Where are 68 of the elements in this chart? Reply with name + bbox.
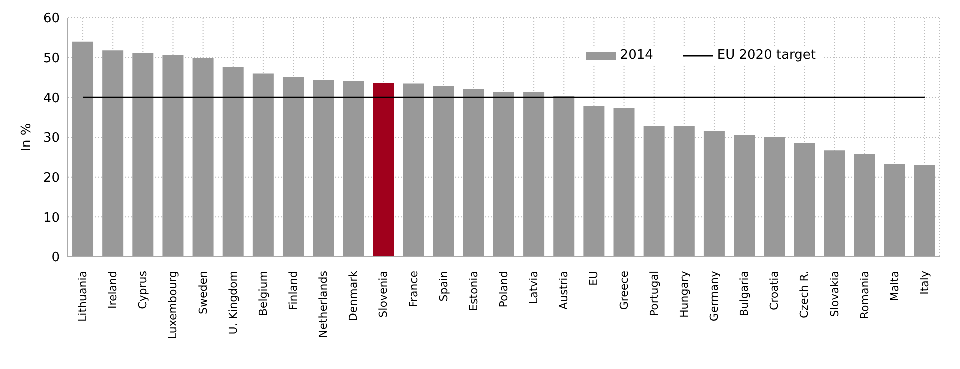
bar bbox=[192, 58, 214, 257]
x-tick-label: Malta bbox=[888, 271, 902, 302]
x-tick-label: Cyprus bbox=[136, 270, 150, 310]
x-tick-label: EU bbox=[588, 271, 601, 286]
bar bbox=[343, 81, 364, 257]
bar bbox=[282, 77, 304, 257]
x-tick-label: Latvia bbox=[528, 271, 541, 304]
x-tick-label: Belgium bbox=[256, 271, 270, 316]
bar bbox=[884, 164, 906, 257]
bar bbox=[102, 50, 124, 257]
x-tick-label: Slovakia bbox=[828, 271, 842, 318]
x-tick-label: U. Kingdom bbox=[226, 271, 240, 335]
x-tick-label: Portugal bbox=[648, 271, 661, 317]
bar bbox=[433, 86, 454, 257]
x-tick-label: Germany bbox=[708, 270, 721, 322]
x-tick-label: France bbox=[407, 270, 420, 308]
bar bbox=[403, 84, 424, 257]
y-tick-label: 30 bbox=[43, 131, 60, 146]
x-tick-label: Greece bbox=[618, 270, 631, 310]
bar bbox=[824, 150, 846, 257]
bar bbox=[614, 108, 635, 257]
y-tick-label: 10 bbox=[43, 210, 60, 226]
legend-label: EU 2020 target bbox=[716, 48, 816, 63]
bar bbox=[584, 106, 605, 257]
bar bbox=[313, 80, 334, 257]
y-tick-label: 40 bbox=[43, 91, 60, 106]
bar bbox=[734, 135, 756, 257]
y-axis-title: In % bbox=[20, 123, 35, 152]
x-tick-label: Ireland bbox=[106, 271, 120, 310]
y-tick-label: 60 bbox=[43, 12, 60, 27]
bar bbox=[252, 74, 274, 257]
bar bbox=[704, 132, 725, 257]
bar bbox=[854, 154, 876, 257]
x-tick-label: Italy bbox=[918, 270, 932, 295]
x-tick-label: Bulgaria bbox=[738, 271, 752, 317]
bar bbox=[914, 164, 936, 257]
x-tick-label: Luxembourg bbox=[166, 271, 180, 340]
x-tick-label: Czech R. bbox=[798, 271, 812, 318]
x-tick-label: Denmark bbox=[347, 270, 360, 322]
bar bbox=[493, 92, 514, 257]
bar bbox=[72, 42, 94, 257]
x-tick-label: Lithuania bbox=[76, 271, 90, 322]
bar bbox=[644, 126, 665, 257]
x-tick-label: Hungary bbox=[678, 270, 691, 318]
x-tick-label: Austria bbox=[558, 271, 571, 310]
y-tick-label: 50 bbox=[43, 51, 60, 66]
bar bbox=[463, 89, 484, 257]
bar bbox=[674, 126, 695, 257]
bar bbox=[132, 53, 154, 257]
bar bbox=[764, 137, 786, 257]
x-tick-label: Spain bbox=[437, 270, 450, 302]
legend-label: 2014 bbox=[619, 48, 654, 63]
x-tick-label: Estonia bbox=[467, 271, 480, 312]
x-tick-label: Netherlands bbox=[317, 270, 330, 338]
x-tick-label: Slovenia bbox=[377, 271, 390, 318]
x-tick-label: Poland bbox=[498, 271, 510, 308]
x-tick-label: Finland bbox=[287, 271, 300, 310]
x-tick-label: Romania bbox=[858, 271, 872, 320]
bar bbox=[794, 143, 816, 257]
bar bbox=[373, 83, 394, 257]
bar bbox=[162, 55, 184, 257]
x-tick-label: Croatia bbox=[768, 271, 782, 311]
bar bbox=[222, 67, 244, 257]
bar bbox=[554, 96, 575, 257]
x-tick-label: Sweden bbox=[196, 270, 210, 314]
y-tick-label: 0 bbox=[52, 250, 60, 266]
y-tick-label: 20 bbox=[43, 170, 60, 186]
bar bbox=[524, 92, 545, 257]
